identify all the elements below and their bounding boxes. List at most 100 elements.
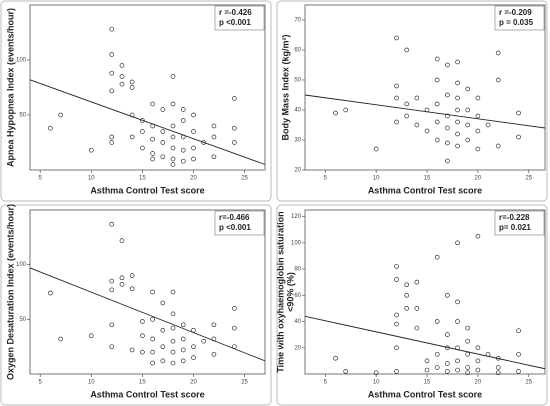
annotation: p= 0.021	[499, 223, 531, 232]
point	[211, 134, 217, 140]
point	[129, 85, 135, 90]
point	[231, 325, 237, 331]
point	[150, 101, 155, 107]
point	[333, 355, 338, 361]
annotation-box	[494, 210, 545, 236]
point	[475, 367, 481, 373]
point	[343, 107, 349, 113]
point	[211, 123, 217, 129]
point	[394, 277, 399, 282]
point	[170, 145, 176, 151]
point	[485, 122, 491, 128]
point	[455, 107, 460, 113]
point	[191, 129, 196, 134]
x-tick-label: 20	[475, 176, 482, 182]
annotation-box	[214, 5, 265, 31]
point	[414, 325, 420, 331]
point	[495, 77, 501, 83]
point	[170, 349, 176, 355]
annotation-box	[494, 5, 545, 31]
point	[180, 107, 186, 112]
annotation: p <0.001	[219, 223, 251, 232]
point	[109, 52, 115, 57]
y-tick-label: 40	[294, 108, 301, 114]
point	[404, 282, 410, 288]
panel-border	[276, 0, 548, 202]
point	[129, 286, 135, 292]
y-tick-label: 50	[294, 78, 301, 84]
point	[394, 95, 399, 101]
y-tick-label: 20	[294, 168, 301, 174]
point	[180, 336, 186, 342]
point	[150, 151, 155, 156]
point	[48, 290, 53, 296]
point	[140, 118, 145, 123]
point	[129, 134, 135, 140]
x-axis-label: Asthma Control Test score	[90, 185, 204, 195]
fit-line	[29, 79, 266, 165]
annotation: r =-0.426	[219, 8, 252, 17]
point	[434, 101, 440, 107]
point	[414, 306, 420, 311]
y-axis-label: Oxygen Desaturation Index (events/hour)	[5, 204, 15, 380]
point	[160, 344, 166, 350]
annotation: r=-0.228	[499, 213, 530, 222]
point	[465, 137, 471, 143]
point	[129, 273, 135, 278]
point	[231, 125, 237, 131]
point	[495, 365, 501, 370]
point	[150, 136, 155, 142]
point	[180, 118, 186, 123]
point	[109, 88, 115, 94]
y-tick-label: 100	[16, 262, 27, 268]
x-axis-label: Asthma Control Test score	[368, 389, 482, 399]
point	[343, 369, 349, 374]
fit-line	[304, 315, 546, 370]
point	[455, 95, 460, 101]
point	[140, 349, 145, 355]
point	[434, 77, 440, 83]
point	[475, 358, 481, 364]
point	[170, 162, 176, 167]
point	[160, 358, 166, 364]
point	[445, 113, 450, 119]
point	[394, 83, 399, 89]
y-axis-label: <90% (%)	[285, 272, 295, 312]
point	[88, 333, 94, 339]
point	[465, 370, 471, 376]
panel: 5 10 15 20 25 50 100 Asthma Control Test score A…	[0, 0, 272, 202]
point	[404, 292, 410, 298]
point	[394, 312, 399, 318]
point	[404, 101, 410, 107]
point	[170, 360, 176, 366]
x-tick-label: 25	[525, 380, 532, 386]
point	[455, 143, 460, 149]
point	[465, 365, 471, 370]
point	[394, 321, 399, 327]
point	[109, 287, 115, 293]
point	[150, 289, 155, 295]
point	[465, 86, 471, 92]
x-tick-label: 15	[139, 380, 146, 386]
panel-border	[276, 204, 548, 406]
panel: 5 10 15 20 25 50 100 Asthma Control Test score O…	[0, 204, 272, 406]
point	[373, 146, 379, 152]
y-tick-label: 80	[294, 267, 301, 273]
y-tick-label: 50	[19, 317, 26, 323]
x-tick-label: 25	[241, 176, 248, 182]
point	[455, 319, 460, 324]
point	[170, 101, 176, 107]
point	[455, 367, 460, 373]
point	[231, 96, 237, 101]
x-tick-label: 5	[324, 176, 328, 182]
point	[191, 145, 196, 151]
x-axis-label: Asthma Control Test score	[90, 389, 204, 399]
point	[119, 281, 125, 287]
point	[414, 122, 420, 128]
point	[394, 119, 399, 125]
point	[211, 351, 217, 357]
fit-line	[304, 94, 546, 129]
point	[475, 233, 481, 239]
point	[58, 112, 64, 118]
point	[445, 92, 450, 98]
